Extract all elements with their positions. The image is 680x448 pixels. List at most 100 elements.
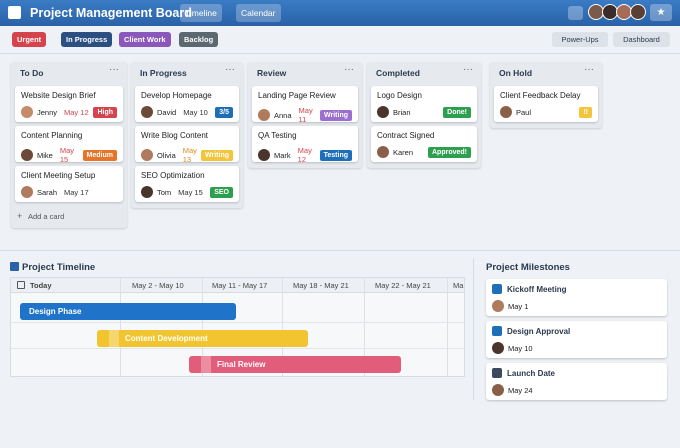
- add-card[interactable]: Add a card: [28, 212, 65, 221]
- card[interactable]: QA Testing Mark May 12 Testing: [252, 126, 358, 164]
- add-icon: +: [17, 211, 23, 221]
- column-line: [202, 278, 203, 376]
- list-menu[interactable]: ···: [584, 64, 594, 75]
- avatar: [492, 384, 504, 396]
- card-meta: Jenny May 12 High: [21, 106, 117, 118]
- list: On Hold ··· Client Feedback Delay Paul!!: [490, 62, 602, 128]
- card-title: Client Feedback Delay: [500, 91, 581, 100]
- bar-handle: [109, 330, 119, 347]
- list: Completed ··· Logo Design Brian Done! Contrac…: [367, 62, 481, 168]
- list-title: Completed: [376, 68, 420, 78]
- person: Anna: [274, 110, 292, 120]
- card[interactable]: Logo Design Brian Done!: [371, 86, 477, 122]
- tag: Approved!: [428, 146, 471, 158]
- milestone-card[interactable]: Design Approval May 10: [486, 321, 667, 358]
- icon-button[interactable]: [568, 6, 583, 20]
- milestone-date: May 1: [508, 302, 529, 311]
- milestone-icon: [492, 284, 502, 294]
- list-menu[interactable]: ···: [109, 64, 119, 75]
- column-line: [364, 278, 365, 376]
- timeline-bar[interactable]: Final Review: [189, 356, 401, 373]
- card-meta: Mark May 12 Testing: [258, 146, 352, 164]
- column-line: [447, 278, 448, 376]
- avatar: [377, 106, 389, 118]
- card[interactable]: Content Planning Mike May 15 Medium: [15, 126, 123, 164]
- card-title: Contract Signed: [377, 131, 435, 140]
- label-button[interactable]: In Progress: [61, 32, 113, 47]
- avatar: [492, 342, 504, 354]
- row-line: [11, 348, 464, 349]
- avatar: [500, 106, 512, 118]
- person: Mark: [274, 150, 291, 160]
- toolbar-button[interactable]: Dashboard: [613, 32, 670, 47]
- due-date: May 17: [64, 187, 89, 197]
- tag: Testing: [319, 149, 352, 161]
- person: Tom: [157, 187, 172, 197]
- list-menu[interactable]: ···: [344, 64, 354, 75]
- due-date: May 10: [183, 107, 208, 117]
- avatar: [630, 4, 646, 20]
- column-line: [282, 278, 283, 376]
- card[interactable]: SEO Optimization Tom May 15 SEO: [135, 166, 239, 202]
- milestone-title: Kickoff Meeting: [507, 285, 567, 294]
- card-title: Write Blog Content: [141, 131, 208, 140]
- avatar: [258, 149, 270, 161]
- tag: SEO: [210, 186, 233, 198]
- timeline-bar[interactable]: Design Phase: [20, 303, 236, 320]
- column-line: [120, 278, 121, 376]
- list-menu[interactable]: ···: [463, 64, 473, 75]
- card[interactable]: Develop Homepage David May 10 3/5: [135, 86, 239, 122]
- timeline-bar[interactable]: Content Development: [97, 330, 308, 347]
- tab[interactable]: Timeline: [180, 4, 222, 22]
- card[interactable]: Write Blog Content Olivia May 13 Writing: [135, 126, 239, 164]
- person: Olivia: [157, 150, 176, 160]
- toolbar-button[interactable]: Power-Ups: [552, 32, 608, 47]
- avatar: [21, 149, 33, 161]
- card-meta: Anna May 11 Writing: [258, 106, 352, 124]
- star-button[interactable]: ★: [650, 4, 672, 21]
- tag: High: [93, 106, 117, 118]
- avatar: [141, 149, 153, 161]
- milestone-title: Launch Date: [507, 369, 556, 378]
- card[interactable]: Landing Page Review Anna May 11 Writing: [252, 86, 358, 124]
- label-button[interactable]: Backlog: [179, 32, 219, 47]
- label-button[interactable]: Client Work: [119, 32, 171, 47]
- card[interactable]: Website Design Brief Jenny May 12 High: [15, 86, 123, 122]
- card-meta: Mike May 15 Medium: [21, 146, 117, 164]
- card[interactable]: Client Meeting Setup Sarah May 17: [15, 166, 123, 202]
- card-title: SEO Optimization: [141, 171, 205, 180]
- card-meta: Olivia May 13 Writing: [141, 146, 233, 164]
- tag: Medium: [82, 149, 117, 161]
- milestone-date: May 24: [508, 386, 533, 395]
- avatar: [258, 109, 270, 121]
- list: To Do ··· Website Design Brief Jenny May 12 H…: [11, 62, 127, 228]
- milestone-date: May 10: [508, 344, 533, 353]
- today-icon: [17, 281, 25, 289]
- label-button[interactable]: Urgent: [12, 32, 47, 47]
- bar-handle: [201, 356, 211, 373]
- card-title: Develop Homepage: [141, 91, 212, 100]
- card[interactable]: Client Feedback Delay Paul!!: [494, 86, 598, 122]
- column-label: May 18 - May 21: [293, 281, 349, 290]
- list-menu[interactable]: ···: [225, 64, 235, 75]
- card-title: Logo Design: [377, 91, 422, 100]
- milestone-card[interactable]: Kickoff Meeting May 1: [486, 279, 667, 316]
- card-title: Landing Page Review: [258, 91, 336, 100]
- due-date: May 12: [64, 107, 89, 117]
- logo: [8, 6, 21, 19]
- timeline-title: Project Timeline: [22, 262, 96, 273]
- list-title: Review: [257, 68, 287, 78]
- milestone-card[interactable]: Launch Date May 24: [486, 363, 667, 400]
- row-line: [11, 322, 464, 323]
- header: Project Management Board Timeline Calend…: [0, 0, 680, 26]
- board-title: Project Management Board: [30, 6, 192, 20]
- tab[interactable]: Calendar: [236, 4, 281, 22]
- avatar: [377, 146, 389, 158]
- card-title: QA Testing: [258, 131, 297, 140]
- column-label: Today: [30, 281, 52, 290]
- timeline-icon: [10, 262, 19, 271]
- column-label: May 2 - May 10: [132, 281, 184, 290]
- card[interactable]: Contract Signed Karen Approved!: [371, 126, 477, 162]
- due-date: May 13: [182, 146, 197, 164]
